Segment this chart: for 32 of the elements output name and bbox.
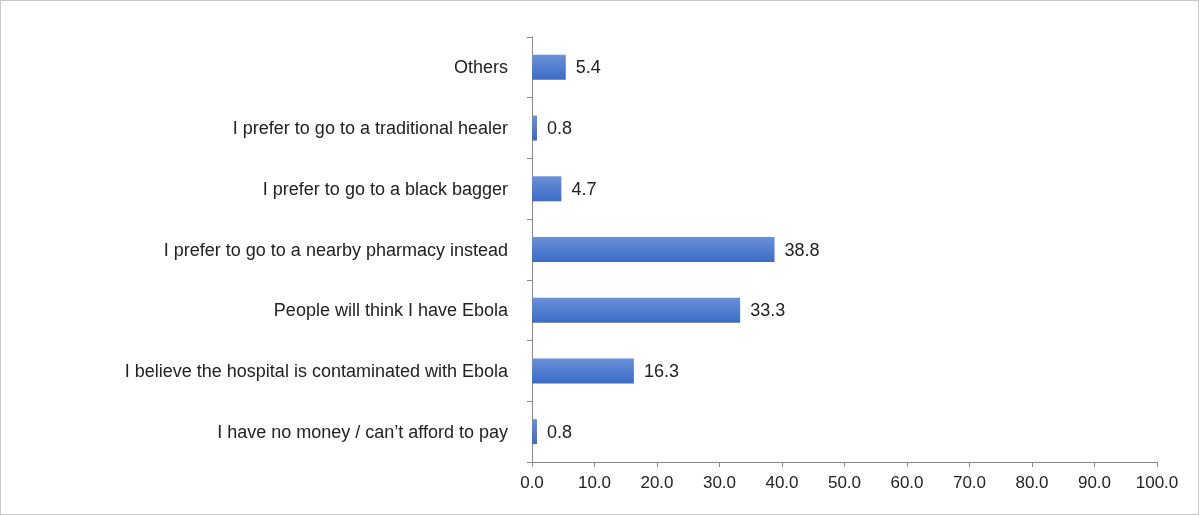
data-label: 38.8 — [784, 239, 820, 260]
y-tick-label: I believe the hospital is contaminated with Ebola — [124, 360, 509, 381]
x-tick-label: 60.0 — [890, 473, 924, 492]
bar — [532, 297, 741, 323]
bar — [532, 419, 537, 445]
x-tick-label: 70.0 — [952, 473, 987, 492]
x-tick-label: 80.0 — [1015, 473, 1049, 492]
x-tick-label: 30.0 — [702, 473, 737, 492]
y-tick-label: I prefer to go to a nearby pharmacy instead — [163, 239, 508, 260]
data-label: 16.3 — [643, 360, 679, 381]
x-tick-label: 100.0 — [1135, 473, 1179, 492]
bar — [532, 358, 634, 384]
y-tick-label: Others — [453, 57, 508, 78]
x-tick-label: 0.0 — [520, 473, 544, 492]
x-tick-label: 90.0 — [1077, 473, 1112, 492]
bar — [532, 54, 566, 80]
bar — [532, 237, 775, 262]
x-tick-label: 40.0 — [765, 473, 799, 492]
data-label: 0.8 — [547, 118, 573, 139]
data-label: 33.3 — [750, 300, 786, 321]
y-tick-label: People will think I have Ebola — [273, 300, 509, 321]
data-label: 0.8 — [547, 421, 573, 442]
x-tick-label: 50.0 — [827, 473, 862, 492]
bar — [532, 115, 537, 141]
x-tick-label: 20.0 — [640, 473, 674, 492]
y-tick-label: I have no money / can’t afford to pay — [217, 421, 508, 442]
bar — [532, 176, 562, 202]
data-label: 4.7 — [571, 178, 597, 199]
y-tick-label: I prefer to go to a traditional healer — [232, 118, 508, 139]
y-tick-label: I prefer to go to a black bagger — [262, 178, 508, 199]
data-label: 5.4 — [575, 57, 601, 78]
x-tick-label: 10.0 — [577, 473, 612, 492]
